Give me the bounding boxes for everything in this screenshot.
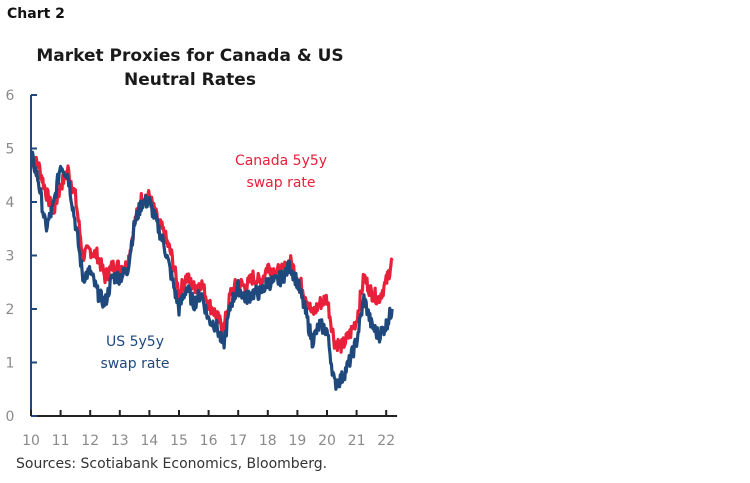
y-tick-label: 6 <box>6 88 15 104</box>
x-tick-label: 16 <box>200 433 218 449</box>
x-tick-label: 12 <box>81 433 99 449</box>
x-tick-label: 10 <box>22 433 40 449</box>
canada-series-line <box>30 155 394 354</box>
y-tick-label: 1 <box>6 356 15 372</box>
x-tick-label: 20 <box>318 433 336 449</box>
x-tick-label: 13 <box>111 433 129 449</box>
us-annotation-line-1: US 5y5y <box>106 334 164 350</box>
us-series-line <box>30 150 394 391</box>
x-tick-label: 19 <box>288 433 306 449</box>
chart-title-line-2: Neutral Rates <box>124 70 256 90</box>
canada-annotation-line-1: Canada 5y5y <box>235 153 327 169</box>
x-tick-label: 11 <box>52 433 70 449</box>
x-tick-label: 17 <box>229 433 247 449</box>
x-tick-label: 18 <box>259 433 277 449</box>
canada-annotation-line-2: swap rate <box>246 175 315 191</box>
x-tick-label: 21 <box>348 433 366 449</box>
chart-title: Market Proxies for Canada & US Neutral R… <box>30 44 350 92</box>
x-tick-label: 14 <box>140 433 158 449</box>
y-tick-label: 2 <box>6 302 15 318</box>
chart-title-line-1: Market Proxies for Canada & US <box>36 46 344 66</box>
annotation-layer: Canada 5y5y swap rate US 5y5y swap rate <box>100 153 327 372</box>
x-tick-label: 22 <box>377 433 395 449</box>
y-tick-label: 4 <box>6 195 15 211</box>
us-annotation-line-2: swap rate <box>100 356 169 372</box>
series-layer <box>30 150 394 391</box>
y-tick-label: 3 <box>6 249 15 265</box>
x-tick-label: 15 <box>170 433 188 449</box>
source-note: Sources: Scotiabank Economics, Bloomberg… <box>16 456 328 472</box>
y-tick-label: 5 <box>6 142 15 158</box>
y-tick-label: 0 <box>6 409 15 425</box>
chart-number-label: Chart 2 <box>7 6 65 22</box>
